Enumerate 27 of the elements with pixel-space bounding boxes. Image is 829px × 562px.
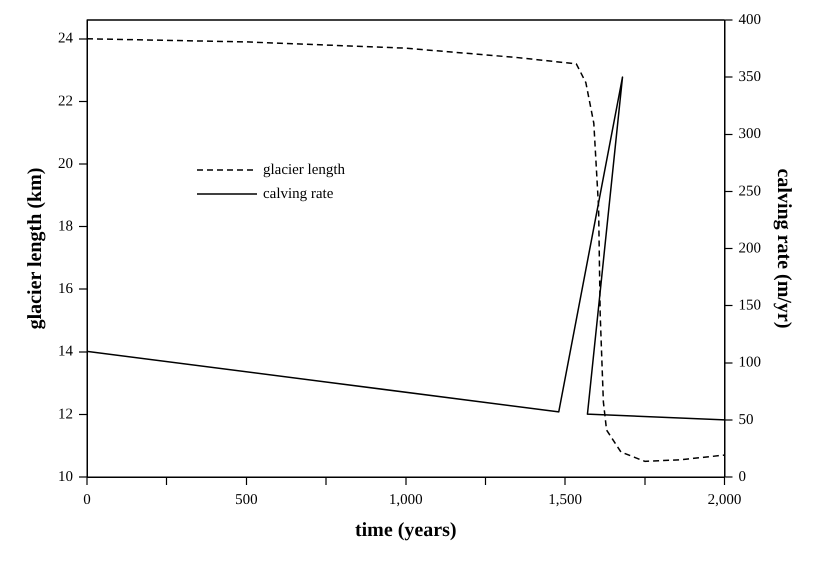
legend-label: glacier length [263, 162, 346, 178]
y-tick-label: 10 [58, 468, 73, 485]
y-axis-title: glacier length (km) [24, 168, 46, 330]
y2-tick-label: 200 [738, 240, 761, 256]
y-tick-label: 14 [58, 344, 74, 360]
x-tick-label: 1,000 [388, 492, 423, 508]
y2-tick-label: 50 [738, 412, 754, 428]
x-tick-label: 500 [235, 492, 258, 508]
y2-axis-title: calving rate (m/yr) [772, 168, 795, 328]
x-tick-label: 2,000 [708, 492, 742, 508]
y2-tick-label: 350 [738, 69, 761, 86]
y2-tick-label: 100 [738, 354, 761, 371]
y-tick-label: 16 [58, 281, 74, 298]
x-axis-title: time (years) [354, 519, 457, 542]
y2-tick-label: 150 [738, 298, 761, 314]
y-tick-label: 24 [58, 30, 74, 47]
y2-tick-label: 250 [738, 183, 761, 200]
y2-tick-label: 300 [738, 126, 761, 142]
y2-tick-label: 400 [738, 12, 761, 28]
y-tick-label: 12 [58, 406, 73, 422]
y-tick-label: 18 [58, 218, 73, 235]
x-tick-label: 0 [83, 492, 91, 508]
y-tick-label: 22 [58, 93, 73, 110]
x-tick-label: 1,500 [548, 492, 582, 508]
y2-tick-label: 0 [738, 468, 746, 485]
legend-label: calving rate [263, 186, 334, 202]
y-tick-label: 20 [58, 156, 73, 172]
